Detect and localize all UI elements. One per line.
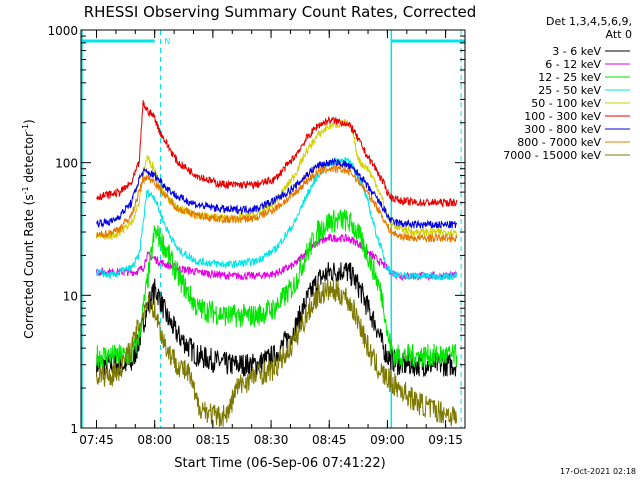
y-tick-label: 10: [63, 289, 78, 303]
series-line-6: [96, 100, 458, 208]
legend-label: 7000 - 15000 keV: [503, 149, 601, 162]
x-tick-label: 09:15: [428, 433, 463, 447]
x-tick-label: 08:45: [312, 433, 347, 447]
series-line-4: [96, 156, 458, 281]
legend-label: 12 - 25 keV: [538, 71, 601, 84]
y-tick-label: 1: [70, 422, 78, 436]
x-tick-label: 08:30: [254, 433, 289, 447]
series-line-3: [96, 208, 458, 369]
x-tick-label: 07:45: [79, 433, 114, 447]
plot-area: N: [81, 30, 465, 428]
night-marker-label: N: [164, 37, 170, 46]
plot-frame: [80, 29, 466, 429]
y-axis: 1 10 100 1000: [47, 24, 465, 436]
legend-label: 100 - 300 keV: [524, 110, 601, 123]
legend-label: 50 - 100 keV: [531, 97, 601, 110]
legend-label: 800 - 7000 keV: [517, 136, 601, 149]
legend-header-line2: Att 0: [606, 28, 632, 41]
timestamp: 17-Oct-2021 02:18: [560, 467, 636, 476]
series-line-8: [96, 163, 458, 244]
legend-label: 300 - 800 keV: [524, 123, 601, 136]
x-tick-label: 09:00: [370, 433, 405, 447]
x-axis-label: Start Time (06-Sep-06 07:41:22): [174, 456, 385, 471]
legend-label: 3 - 6 keV: [552, 45, 601, 58]
series-line-2: [96, 233, 458, 282]
y-tick-label: 1000: [47, 24, 78, 38]
x-tick-label: 08:00: [137, 433, 172, 447]
series-line-7: [96, 157, 458, 230]
x-tick-label: 08:15: [196, 433, 231, 447]
legend-header-line1: Det 1,3,4,5,6,9,: [546, 15, 632, 28]
y-axis-label: Corrected Count Rate (s-1 detector-1): [21, 119, 36, 338]
chart-title: RHESSI Observing Summary Count Rates, Co…: [84, 3, 477, 21]
y-tick-label: 100: [55, 157, 78, 171]
x-axis: 07:45 08:00 08:15 08:30 08:45 09:00 09:15: [79, 30, 466, 447]
legend-label: 6 - 12 keV: [545, 58, 601, 71]
series-line-9: [96, 279, 458, 427]
legend-label: 25 - 50 keV: [538, 84, 601, 97]
